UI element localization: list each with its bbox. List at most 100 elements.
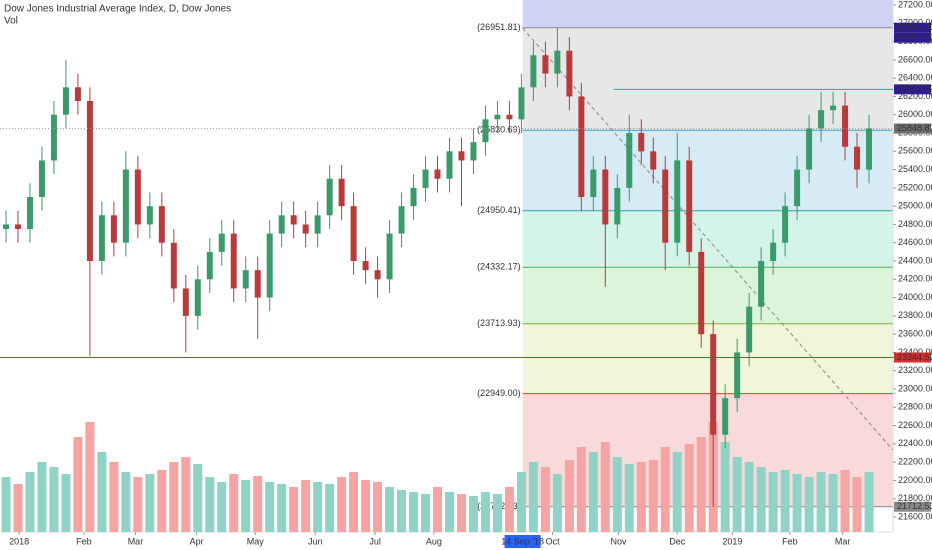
volume-bar bbox=[528, 462, 538, 532]
x-tick-label: Dec bbox=[669, 536, 686, 546]
volume-bar bbox=[852, 477, 862, 532]
y-tick-label: 25600.00 bbox=[898, 146, 932, 156]
y-tick-label: 23800.00 bbox=[898, 310, 932, 320]
y-tick-label: 26400.00 bbox=[898, 73, 932, 83]
candle-body bbox=[338, 178, 345, 207]
candle-body bbox=[362, 261, 369, 271]
volume-bar bbox=[576, 447, 586, 532]
candle-body bbox=[650, 151, 657, 170]
volume-bar bbox=[241, 480, 251, 532]
candle-body bbox=[722, 398, 729, 435]
candle-body bbox=[2, 224, 9, 230]
volume-bar bbox=[181, 457, 191, 532]
candle-body bbox=[626, 133, 633, 188]
volume-bar bbox=[552, 474, 562, 532]
volume-bar bbox=[301, 480, 311, 532]
y-tick-label: 21800.00 bbox=[898, 493, 932, 503]
price-label-box bbox=[894, 501, 931, 512]
y-tick-label: 24400.00 bbox=[898, 255, 932, 265]
volume-bar bbox=[85, 422, 95, 532]
y-tick-label: 22400.00 bbox=[898, 438, 932, 448]
candle-body bbox=[26, 197, 33, 230]
volume-bar bbox=[169, 462, 179, 532]
volume-bar bbox=[816, 472, 826, 532]
volume-bar bbox=[373, 482, 383, 532]
candle-body bbox=[830, 105, 837, 111]
y-tick-label: 25000.00 bbox=[898, 201, 932, 211]
price-label: 25848.87 bbox=[897, 123, 932, 133]
volume-bar bbox=[516, 472, 526, 532]
y-tick-label: 23600.00 bbox=[898, 329, 932, 339]
volume-bar bbox=[433, 487, 443, 532]
fib-zone bbox=[522, 27, 893, 131]
volume-bar bbox=[684, 444, 694, 532]
candle-body bbox=[50, 114, 57, 161]
volume-bar bbox=[37, 462, 47, 532]
y-tick-label: 26000.00 bbox=[898, 109, 932, 119]
volume-bar bbox=[229, 474, 239, 532]
volume-bar bbox=[588, 452, 598, 532]
volume-bar bbox=[337, 477, 347, 532]
fib-zone bbox=[522, 323, 893, 394]
volume-bar bbox=[121, 472, 131, 532]
volume-bar bbox=[756, 467, 766, 532]
volume-bar bbox=[397, 490, 407, 532]
volume-bar bbox=[61, 474, 71, 532]
y-tick-label: 22800.00 bbox=[898, 402, 932, 412]
candle-body bbox=[146, 206, 153, 225]
volume-bar bbox=[49, 467, 59, 532]
chart-title: Dow Jones Industrial Average Index, D, D… bbox=[4, 4, 231, 15]
volume-bar bbox=[744, 462, 754, 532]
volume-bar bbox=[1, 477, 11, 532]
x-tick-label: Aug bbox=[426, 536, 442, 546]
y-tick-label: 25400.00 bbox=[898, 164, 932, 174]
volume-bar bbox=[145, 474, 155, 532]
candle-body bbox=[242, 270, 249, 289]
price-label: 21712.53 bbox=[897, 501, 932, 511]
candle-body bbox=[122, 169, 129, 243]
fib-label: (22949.00) bbox=[477, 388, 521, 398]
volume-bar bbox=[696, 437, 706, 532]
price-label: 26951.81 bbox=[897, 32, 932, 42]
candle-body bbox=[782, 206, 789, 243]
price-label-box bbox=[894, 123, 931, 134]
candle-body bbox=[134, 169, 141, 225]
candle-body bbox=[254, 270, 261, 298]
candle-body bbox=[842, 105, 849, 147]
volume-bar bbox=[444, 492, 454, 532]
y-tick-label: 23400.00 bbox=[898, 347, 932, 357]
x-tick-label: May bbox=[247, 536, 265, 546]
candle-body bbox=[662, 169, 669, 243]
candle-body bbox=[170, 242, 177, 289]
y-tick-label: 25200.00 bbox=[898, 182, 932, 192]
volume-bar bbox=[792, 474, 802, 532]
x-tick-label: Mar bbox=[128, 536, 144, 546]
fib-label: (24332.17) bbox=[477, 262, 521, 272]
volume-bar bbox=[828, 474, 838, 532]
candle-body bbox=[614, 187, 621, 225]
volume-bar bbox=[720, 442, 730, 532]
volume-bar bbox=[361, 480, 371, 532]
volume-bar bbox=[421, 494, 431, 532]
volume-bar bbox=[253, 476, 263, 532]
y-tick-label: 21600.00 bbox=[898, 511, 932, 521]
volume-bar bbox=[25, 472, 35, 532]
candle-body bbox=[206, 251, 213, 280]
candle-body bbox=[674, 160, 681, 243]
volume-bar bbox=[468, 496, 478, 532]
candle-body bbox=[350, 206, 357, 262]
candle-body bbox=[98, 215, 105, 262]
price-label-box bbox=[894, 22, 931, 33]
y-tick-label: 24000.00 bbox=[898, 292, 932, 302]
candle-body bbox=[314, 215, 321, 234]
volume-bar bbox=[672, 452, 682, 532]
candle-body bbox=[578, 96, 585, 198]
volume-bar bbox=[193, 464, 203, 532]
candle-body bbox=[290, 215, 297, 225]
volume-bar bbox=[768, 472, 778, 532]
x-tick-label: Jul bbox=[369, 536, 381, 546]
x-tick-label: Jun bbox=[308, 536, 323, 546]
volume-bar bbox=[840, 470, 850, 532]
candle-body bbox=[710, 334, 717, 435]
